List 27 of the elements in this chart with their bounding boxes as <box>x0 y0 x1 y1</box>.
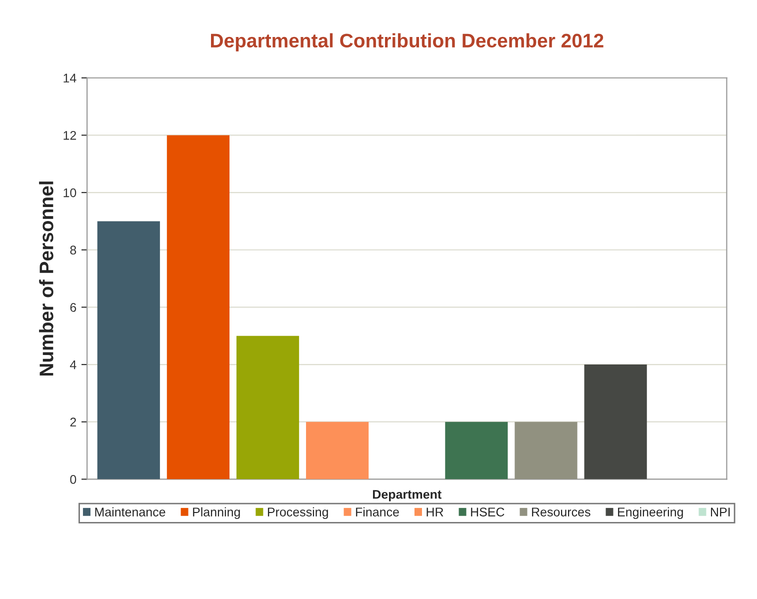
legend-label: Maintenance <box>95 507 166 516</box>
legend-label: HSEC <box>471 508 504 516</box>
y-tick-label: 2 <box>70 418 76 426</box>
bar <box>236 336 300 480</box>
y-tick-label: 12 <box>64 131 76 140</box>
y-tick-label: 6 <box>70 303 76 312</box>
legend-label: Planning <box>193 507 240 519</box>
y-axis-title: Number of Personnel <box>39 182 54 376</box>
bar <box>445 422 508 480</box>
y-tick-label: 14 <box>64 74 76 82</box>
legend-label: Resources <box>532 508 590 516</box>
legend-label: Engineering <box>618 507 683 519</box>
y-tick-label: 0 <box>70 475 76 484</box>
bar <box>306 422 369 480</box>
bar <box>584 364 647 480</box>
y-tick-label: 10 <box>64 188 76 198</box>
y-tick-label: 8 <box>70 246 76 255</box>
bar <box>514 422 578 480</box>
legend-label: NPI <box>711 508 730 516</box>
chart-title: Departmental Contribution December 2012 <box>211 33 604 52</box>
bar <box>97 221 160 480</box>
y-tick-label: 4 <box>70 360 76 370</box>
legend-label: Processing <box>268 507 328 519</box>
legend-label: HR <box>426 508 444 516</box>
legend-label: Finance <box>356 507 399 516</box>
bar <box>166 135 230 480</box>
x-axis-title: Department <box>372 490 442 502</box>
